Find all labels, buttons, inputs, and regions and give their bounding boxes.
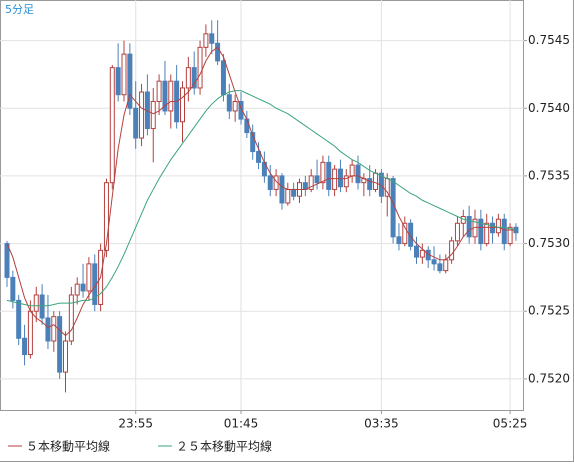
candle-body: [443, 259, 449, 272]
y-tick-label: 0.7535: [528, 168, 570, 182]
x-tick-label: 23:55: [118, 417, 153, 431]
candle-body: [414, 245, 419, 258]
candle-body: [39, 294, 45, 319]
candle-body: [33, 294, 39, 312]
candle-body: [291, 188, 297, 197]
candle-body: [51, 316, 57, 342]
candle-body: [431, 259, 437, 265]
candle-body: [244, 118, 250, 134]
candle-body: [74, 283, 80, 296]
candle-body: [150, 100, 156, 130]
candle-body: [437, 263, 443, 272]
legend-label: ２５本移動平均線: [176, 439, 272, 454]
y-tick-label: 0.7520: [528, 371, 570, 385]
candle-body: [332, 168, 338, 190]
candle-body: [16, 299, 22, 339]
candle-body: [384, 178, 390, 197]
candle-body: [484, 222, 490, 245]
candle-body: [314, 175, 320, 184]
candle-body: [308, 175, 314, 190]
candle-body: [419, 249, 425, 258]
candle-body: [156, 80, 162, 102]
candle-body: [109, 67, 115, 184]
candle-body: [367, 178, 373, 190]
candle-body: [203, 33, 209, 48]
candle-body: [238, 100, 244, 120]
candle-body: [45, 317, 51, 342]
candle-body: [226, 94, 232, 112]
candle-body: [185, 67, 191, 89]
x-tick-label: 01:45: [224, 417, 259, 431]
candle-body: [408, 222, 414, 247]
ma-line: [6, 90, 517, 307]
candle-body: [68, 294, 74, 342]
x-tick-label: 05:25: [493, 417, 528, 431]
candle-body: [63, 340, 68, 373]
candle-body: [86, 263, 92, 292]
candle-body: [103, 182, 109, 251]
candle-body: [197, 46, 203, 89]
candle-body: [320, 161, 326, 184]
ma-line: [6, 46, 516, 337]
x-tick-label: 03:35: [364, 417, 399, 431]
candle-body: [57, 316, 63, 373]
candle-body: [454, 222, 460, 242]
candle-body: [256, 151, 262, 163]
candle-body: [121, 53, 127, 96]
candle-body: [27, 310, 33, 356]
candle-body: [127, 53, 133, 109]
candle-body: [4, 243, 10, 278]
candle-body: [180, 87, 185, 123]
candle-body: [209, 33, 215, 44]
candle-body: [133, 107, 139, 139]
candle-body: [139, 91, 145, 139]
candle-body: [326, 161, 332, 190]
candle-body: [162, 80, 168, 112]
candle-body: [501, 218, 507, 245]
candle-body: [343, 175, 349, 188]
y-tick-label: 0.7540: [528, 101, 570, 115]
candle-body: [490, 222, 496, 234]
candle-body: [390, 178, 396, 238]
candle-body: [285, 188, 291, 204]
candle-body: [396, 236, 402, 245]
candle-body: [373, 172, 379, 190]
candle-body: [495, 218, 501, 234]
candle-body: [22, 337, 28, 356]
plot-area: [0, 0, 524, 411]
candle-body: [232, 100, 238, 112]
chart-title: 5分足: [5, 3, 34, 16]
y-tick-label: 0.7545: [528, 33, 570, 47]
candle-body: [478, 218, 484, 245]
candle-body: [115, 67, 121, 96]
candle-body: [168, 80, 174, 112]
candle-body: [80, 283, 86, 292]
candle-body: [507, 226, 513, 245]
candle-body: [466, 216, 472, 238]
candle-body: [449, 240, 455, 261]
candle-body: [355, 164, 361, 184]
candle-body: [279, 175, 285, 204]
y-tick-label: 0.7530: [528, 236, 570, 250]
candle-body: [10, 276, 16, 301]
candle-body: [250, 132, 256, 153]
candle-body: [349, 164, 355, 177]
candle-body: [215, 42, 221, 62]
y-tick-label: 0.7525: [528, 304, 570, 318]
candle-body: [220, 60, 226, 96]
candle-body: [191, 67, 197, 89]
candle-body: [337, 168, 343, 188]
legend-label: ５本移動平均線: [26, 439, 110, 454]
candle-body: [402, 222, 408, 245]
candle-body: [267, 175, 273, 190]
